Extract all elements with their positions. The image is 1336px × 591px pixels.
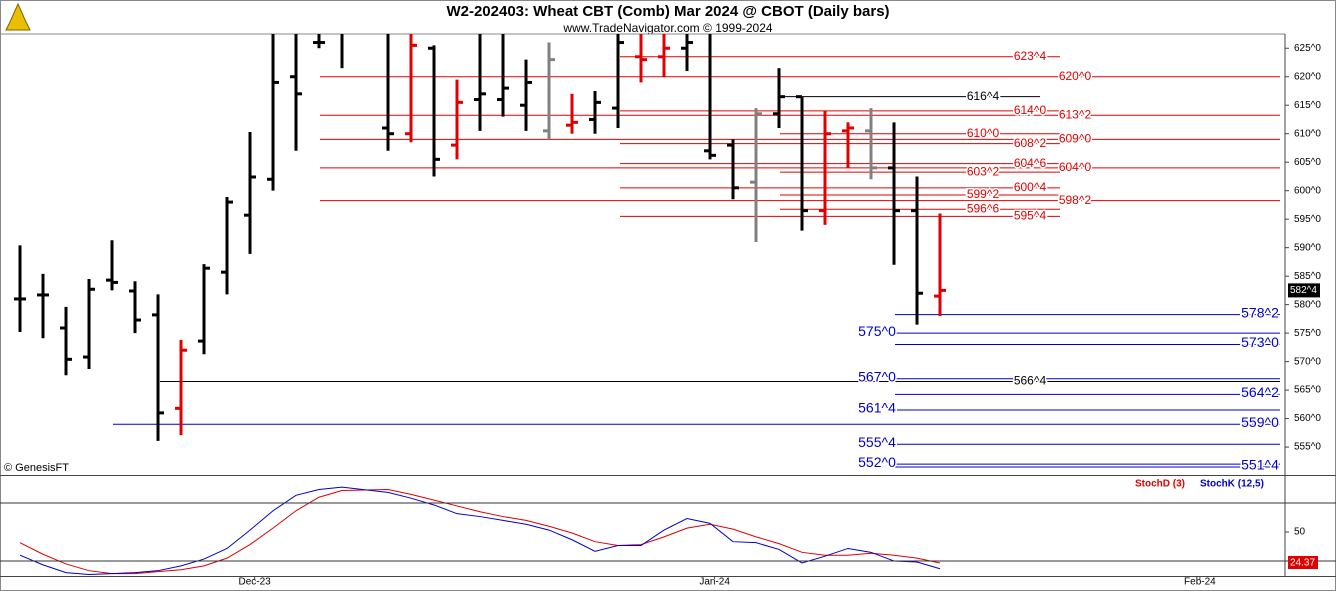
legend-entry: StochK (12,5) [1200,479,1264,490]
y-tick-label: 570^0 [1294,356,1321,367]
level-label: 598^2 [1059,193,1092,207]
y-tick-label: 575^0 [1294,328,1321,339]
x-tick-label: Feb-24 [1184,577,1216,588]
level-label: 596^6 [967,201,1000,215]
y-tick-label: 50 [1294,527,1306,538]
level-label: 564^2 [1241,384,1279,400]
chart-title: W2-202403: Wheat CBT (Comb) Mar 2024 @ C… [446,3,889,20]
level-label: 561^4 [858,400,896,416]
y-tick-label: 600^0 [1294,185,1321,196]
level-label: 604^6 [1014,156,1047,170]
y-tick-label: 605^0 [1294,157,1321,168]
level-label: 623^4 [1014,49,1047,63]
level-label: 613^2 [1059,107,1092,121]
x-tick-label: Jan-24 [699,577,730,588]
last-price-label: 582^4 [1290,285,1317,296]
plot-area [14,34,1280,468]
copyright: © GenesisFT [4,462,69,474]
y-tick-label: 555^0 [1294,442,1321,453]
plot-area [19,486,941,576]
level-label: 552^0 [858,454,896,470]
y-tick-label: 595^0 [1294,214,1321,225]
level-label: 567^0 [858,368,896,384]
level-label: 575^0 [858,323,896,339]
level-label: 604^0 [1059,160,1092,174]
level-label: 616^4 [967,89,1000,103]
stoch-line [19,486,941,576]
level-label: 620^0 [1059,69,1092,83]
level-label: 551^4 [1241,457,1279,473]
level-label: 608^2 [1014,136,1047,150]
level-label: 559^0 [1241,414,1279,430]
level-label: 609^0 [1059,132,1092,146]
last-value-label: 24.37 [1290,558,1315,569]
level-label: 600^4 [1014,180,1047,194]
y-tick-label: 625^0 [1294,43,1321,54]
level-label: 595^4 [1014,208,1047,222]
x-tick-label: Dec-23 [238,577,271,588]
y-tick-label: 610^0 [1294,128,1321,139]
stoch-line [19,488,941,575]
y-tick-label: 565^0 [1294,385,1321,396]
y-tick-label: 620^0 [1294,71,1321,82]
y-tick-label: 580^0 [1294,299,1321,310]
y-tick-label: 590^0 [1294,242,1321,253]
legend-entry: StochD (3) [1135,479,1185,490]
level-label: 610^0 [967,126,1000,140]
chart-subtitle: www.TradeNavigator.com © 1999-2024 [562,21,772,35]
y-tick-label: 560^0 [1294,413,1321,424]
level-label: 599^2 [967,187,1000,201]
level-label: 614^0 [1014,103,1047,117]
level-label: 573^0 [1241,334,1279,350]
level-label: 603^2 [967,164,1000,178]
level-label: 578^2 [1241,304,1279,320]
logo [5,2,31,31]
y-tick-label: 585^0 [1294,271,1321,282]
y-tick-label: 615^0 [1294,100,1321,111]
last-price-box [1288,283,1320,298]
last-value-box [1288,556,1318,569]
level-label: 566^4 [1014,374,1047,388]
level-label: 555^4 [858,434,896,450]
